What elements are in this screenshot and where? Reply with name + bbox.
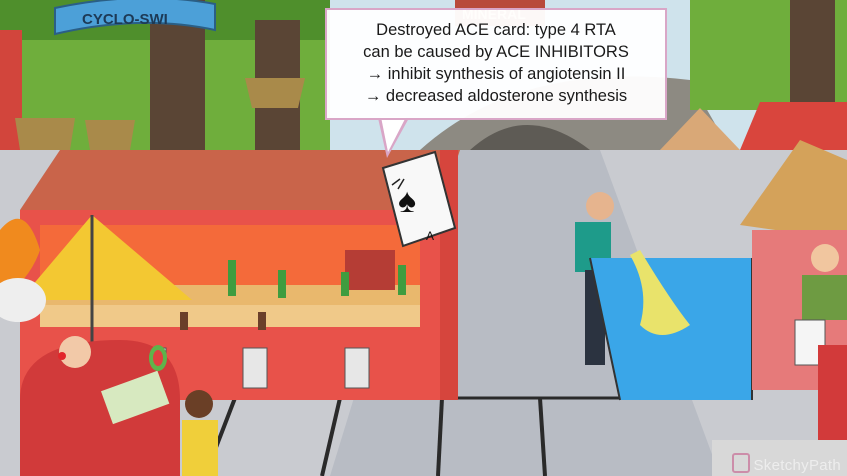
- caption-box: Destroyed ACE card: type 4 RTA can be ca…: [325, 8, 667, 120]
- watermark: SketchyPath: [732, 453, 841, 474]
- cactus: [228, 260, 236, 296]
- hanging-planter: [15, 118, 75, 150]
- caption-line: Destroyed ACE card: type 4 RTA: [376, 21, 616, 39]
- caption-tail-fill: [381, 117, 406, 152]
- counter: [40, 305, 420, 327]
- cyclo-sign-text: CYCLO-SWI: [82, 11, 168, 28]
- caption-line: → decreased aldosterone synthesis: [364, 87, 628, 105]
- smoke: [0, 278, 46, 322]
- cyclo-sign: CYCLO-SWI: [54, 0, 216, 36]
- vendor-head: [59, 336, 91, 368]
- spade-icon: ♠: [398, 182, 416, 220]
- card-corner-letter: A: [426, 229, 434, 243]
- vendor-cart: [20, 340, 180, 476]
- thatched-roof: [740, 140, 847, 240]
- mesa: [345, 250, 395, 290]
- right-house-roof: [660, 108, 740, 150]
- man-head: [586, 192, 614, 220]
- right-pedestrian: [818, 345, 847, 445]
- ace-card: ♠ A: [381, 150, 457, 248]
- caption-line: can be caused by ACE INHIBITORS: [363, 43, 629, 61]
- yellow-umbrella: [20, 215, 192, 300]
- cave-entrance: [470, 125, 590, 150]
- kid-shirt: [182, 420, 218, 476]
- caption-line: → inhibit synthesis of angiotensin II: [366, 65, 626, 83]
- mineral-pool: [589, 250, 753, 401]
- kid-head: [185, 390, 213, 418]
- watermark-text: SketchyPath: [753, 457, 841, 474]
- sketchy-logo-icon: [732, 453, 751, 473]
- right-vendor-head: [811, 244, 839, 272]
- right-booth-roof: [740, 102, 847, 150]
